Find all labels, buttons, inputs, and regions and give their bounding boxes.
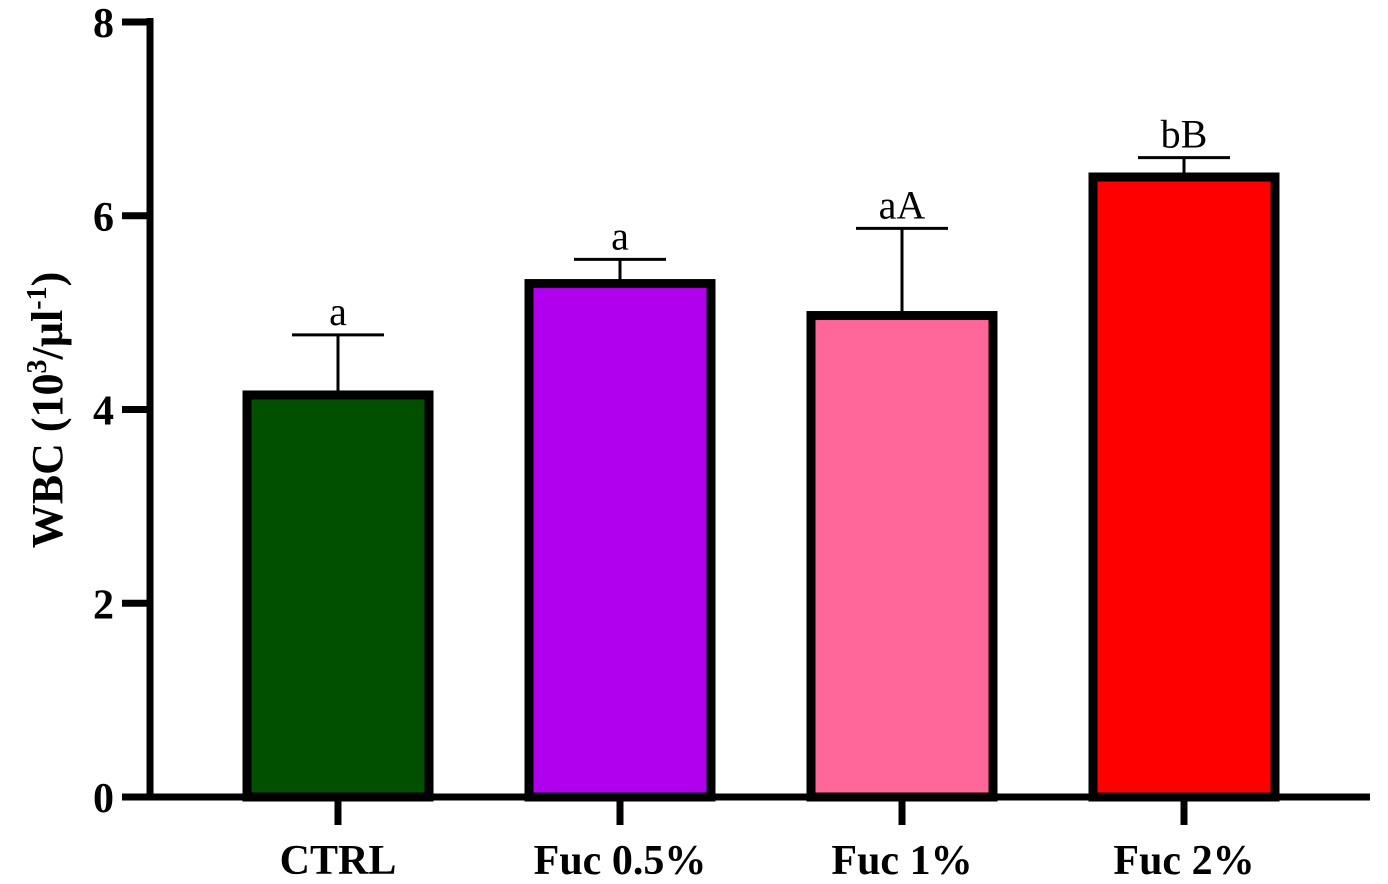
significance-label: bB [1161,112,1208,157]
x-tick-label: Fuc 2% [1113,838,1254,884]
y-tick-label: 8 [93,1,114,47]
y-axis-title: WBC (103/µl-1) [22,272,72,549]
bar [1088,172,1280,802]
x-tick-label: Fuc 1% [831,838,972,884]
axes-layer: CTRL Fuc 0.5% Fuc 1% Fuc 2% 0 2 4 6 8 [93,1,1370,884]
significance-label: a [611,213,629,258]
y-tick-label: 2 [93,582,114,628]
x-tick-label: CTRL [280,838,397,884]
bar [242,390,434,802]
significance-label: aA [879,182,926,227]
y-tick-label: 6 [93,195,114,241]
bars-layer: a a aA bB [242,112,1280,802]
significance-label: a [329,289,347,334]
x-tick-label: Fuc 0.5% [534,838,707,884]
bar [806,311,998,802]
y-tick-label: 0 [93,776,114,822]
y-tick-label: 4 [93,389,114,435]
bar [524,279,716,802]
